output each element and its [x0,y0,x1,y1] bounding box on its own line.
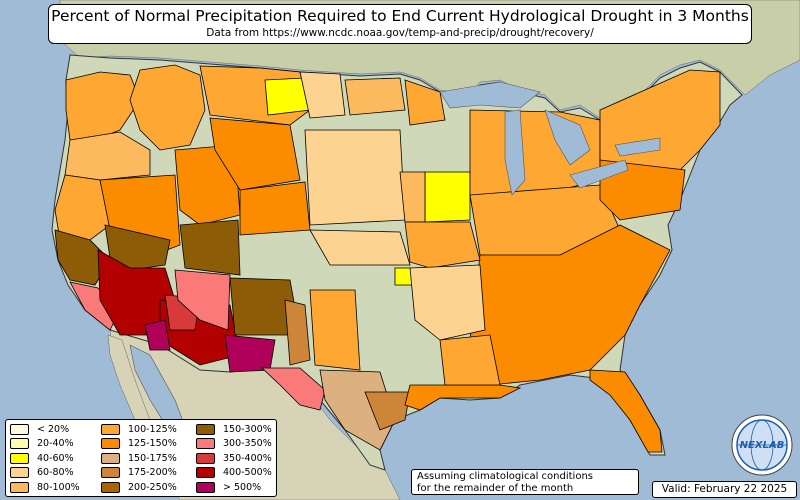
title-box: Percent of Normal Precipitation Required… [48,4,752,44]
legend-label: < 20% [37,423,70,435]
legend-swatch [101,467,120,479]
region-texas-panhandle [309,289,361,371]
lake-huron [544,109,591,166]
region-ne-dakota [344,77,406,116]
legend: < 20% 20-40% 40-60% 60-80% 80-100% 100-125% 1… [5,419,277,497]
legend-item: 400-500% [196,466,272,481]
note-line-1: Assuming climatological conditions [417,471,593,482]
legend-label: 150-300% [223,423,272,435]
lake-superior [439,81,541,109]
legend-label: > 500% [223,481,262,493]
legend-swatch [101,423,120,435]
legend-item: 200-250% [101,480,177,495]
legend-item: 80-100% [10,480,80,495]
region-s-california [54,229,111,286]
legend-item: 150-300% [196,422,272,437]
legend-swatch [10,423,29,435]
region-gulf-coast [404,384,522,411]
region-pnw-coast [65,71,141,141]
legend-item: 40-60% [10,451,80,466]
region-arkansas [409,264,486,341]
legend-label: 200-250% [128,481,177,493]
legend-swatch [10,438,29,450]
legend-item: 60-80% [10,466,80,481]
region-iowa-yellow [424,171,471,223]
region-oklahoma [309,229,411,266]
region-nm-east [284,299,311,366]
legend-swatch [101,452,120,464]
legend-swatch [196,481,215,493]
region-texas-central [319,369,396,451]
note-line-2: for the remainder of the month [417,483,574,494]
legend-item: < 20% [10,422,80,437]
legend-swatch [101,481,120,493]
legend-column-3: 150-300% 300-350% 350-400% 400-500% > 500% [196,422,272,495]
valid-date: Valid: February 22 2025 [652,481,797,498]
legend-swatch [196,423,215,435]
legend-label: 400-500% [223,467,272,479]
region-montana-east [299,71,346,119]
legend-swatch [10,481,29,493]
legend-label: 125-150% [128,438,177,450]
region-mid-atlantic [599,159,686,221]
region-4corners [179,219,241,276]
legend-label: 175-200% [128,467,177,479]
legend-item: 20-40% [10,437,80,452]
region-florida [589,369,663,453]
region-colorado [239,181,311,236]
region-wyoming [209,117,301,191]
region-w-texas [260,367,326,411]
legend-item: 100-125% [101,422,177,437]
legend-column-1: < 20% 20-40% 40-60% 60-80% 80-100% [10,422,80,495]
lake-ontario [614,137,661,157]
legend-swatch [10,452,29,464]
legend-item: > 500% [196,480,272,495]
legend-swatch [196,467,215,479]
legend-swatch [101,438,120,450]
region-n-minnesota [404,79,446,126]
legend-label: 150-175% [128,452,177,464]
data-source: Data from https://www.ncdc.noaa.gov/temp… [206,27,594,39]
lake-michigan [504,109,526,196]
legend-swatch [10,467,29,479]
region-arizona-pink [174,269,231,331]
assumption-note: Assuming climatological conditions for t… [411,469,639,495]
legend-column-2: 100-125% 125-150% 150-175% 175-200% 200-250% [101,422,177,495]
region-missouri [404,221,481,269]
legend-item: 150-175% [101,451,177,466]
lake-erie [569,159,629,189]
region-louisiana [439,334,501,386]
legend-item: 350-400% [196,451,272,466]
region-idaho [129,64,206,151]
legend-label: 40-60% [37,452,74,464]
legend-label: 20-40% [37,438,74,450]
legend-item: 175-200% [101,466,177,481]
legend-label: 300-350% [223,438,272,450]
legend-label: 350-400% [223,452,272,464]
legend-item: 300-350% [196,437,272,452]
legend-label: 100-125% [128,423,177,435]
legend-label: 80-100% [37,481,80,493]
logo-text: NEXLAB [740,440,785,451]
region-texas-coast [364,391,411,431]
region-magenta-az [144,319,171,351]
map-title: Percent of Normal Precipitation Required… [51,7,749,25]
globe-logo-icon: NEXLAB [731,414,793,476]
legend-swatch [196,452,215,464]
region-nebraska [304,129,406,226]
legend-swatch [196,438,215,450]
legend-item: 125-150% [101,437,177,452]
legend-label: 60-80% [37,467,74,479]
region-magenta-nm [224,334,276,373]
region-central-california [104,224,171,271]
